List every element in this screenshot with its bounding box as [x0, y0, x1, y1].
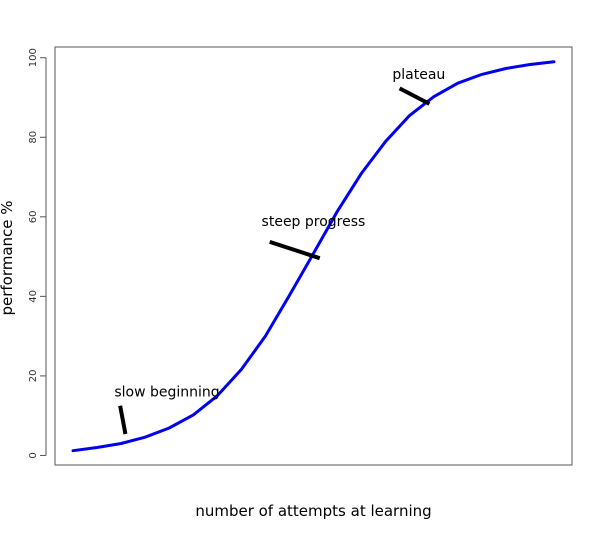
series-layer	[71, 60, 556, 453]
annotation-label-1: steep progress	[262, 214, 366, 230]
y-tick-label: 100	[28, 48, 39, 67]
annotation-label-0: slow beginning	[114, 385, 219, 401]
annotation-layer: slow beginning steep progress plateau	[114, 67, 445, 435]
y-tick-label: 40	[28, 290, 39, 303]
series-line-0	[71, 60, 556, 453]
y-axis: 0 20 40 60 80 100	[28, 48, 47, 459]
y-axis-label: performance %	[0, 200, 16, 315]
y-tick-label: 80	[28, 131, 39, 144]
annotation-pointer-2	[398, 86, 431, 106]
annotation-pointer-1	[269, 239, 321, 261]
y-tick-label: 20	[28, 370, 39, 383]
x-axis-label: number of attempts at learning	[195, 502, 431, 520]
annotation-pointer-0	[118, 405, 128, 435]
plot-frame	[54, 46, 573, 466]
y-tick-label: 60	[28, 210, 39, 223]
y-tick-label: 0	[28, 452, 39, 458]
annotation-label-2: plateau	[392, 67, 445, 83]
